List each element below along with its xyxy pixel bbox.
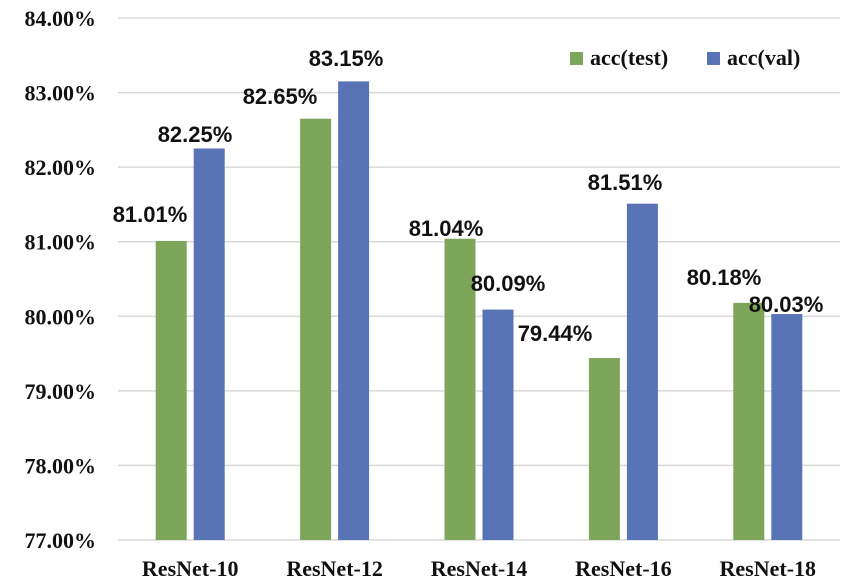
y-tick-label: 77.00% xyxy=(25,528,97,553)
y-tick-label: 79.00% xyxy=(25,379,97,404)
bar-acc-val xyxy=(771,314,803,540)
gridlines xyxy=(118,17,840,541)
bar-acc-test xyxy=(733,302,765,540)
bar-acc-test xyxy=(300,118,332,541)
x-category-label: ResNet-18 xyxy=(720,556,817,581)
bar-acc-val xyxy=(482,309,514,540)
bar-acc-val xyxy=(338,81,370,540)
x-category-label: ResNet-14 xyxy=(431,556,528,581)
bar-acc-test xyxy=(155,240,187,540)
data-labels: 81.01% 82.65% 81.04% 79.44% 80.18% 82.25% 83.1… xyxy=(113,46,824,346)
x-category-label: ResNet-12 xyxy=(286,556,383,581)
bar-acc-test xyxy=(444,238,476,540)
y-tick-label: 84.00% xyxy=(25,6,97,31)
data-label: 79.44% xyxy=(518,321,593,346)
legend-swatch xyxy=(707,52,720,65)
bar-acc-val xyxy=(626,203,658,540)
legend: acc(test) acc(val) xyxy=(570,45,800,70)
x-category-label: ResNet-16 xyxy=(575,556,672,581)
data-label: 81.01% xyxy=(113,202,188,227)
y-tick-label: 82.00% xyxy=(25,155,97,180)
data-label: 80.09% xyxy=(471,271,546,296)
data-label: 81.04% xyxy=(409,216,484,241)
x-axis-category-labels: ResNet-10 ResNet-12 ResNet-14 ResNet-16 ResN… xyxy=(142,556,816,581)
y-tick-label: 80.00% xyxy=(25,304,97,329)
legend-swatch xyxy=(570,52,583,65)
data-label: 82.65% xyxy=(243,84,318,109)
data-label: 82.25% xyxy=(158,122,233,147)
data-label: 81.51% xyxy=(588,170,663,195)
bars xyxy=(155,81,803,541)
data-label: 80.03% xyxy=(749,292,824,317)
bar-acc-val xyxy=(193,148,225,540)
legend-label: acc(val) xyxy=(727,45,800,70)
bar-acc-test xyxy=(588,358,620,540)
data-label: 80.18% xyxy=(687,265,762,290)
y-axis-tick-labels: 77.00% 78.00% 79.00% 80.00% 81.00% 82.00% 83.0… xyxy=(25,6,97,553)
y-tick-label: 83.00% xyxy=(25,81,97,106)
y-tick-label: 78.00% xyxy=(25,453,97,478)
x-category-label: ResNet-10 xyxy=(142,556,239,581)
data-label: 83.15% xyxy=(309,46,384,71)
y-tick-label: 81.00% xyxy=(25,230,97,255)
legend-label: acc(test) xyxy=(590,45,668,70)
